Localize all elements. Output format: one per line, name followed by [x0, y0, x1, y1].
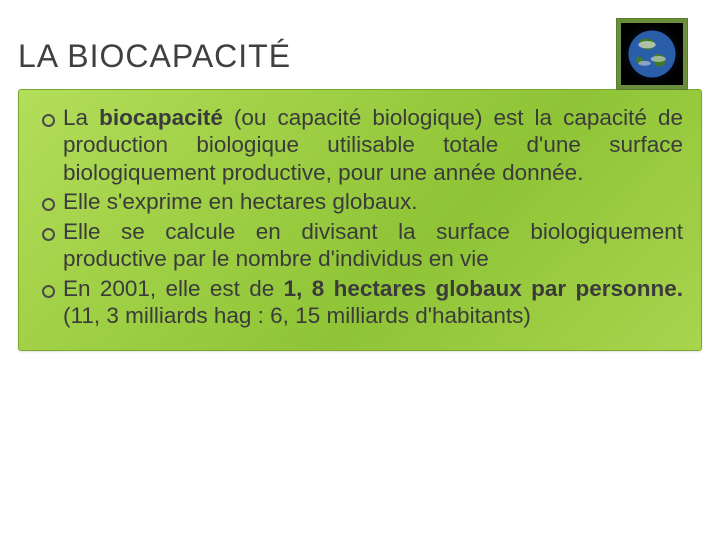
bullet-item: En 2001, elle est de 1, 8 hectares globa… [37, 275, 683, 330]
bullet-list: La biocapacité (ou capacité biologique) … [37, 104, 683, 330]
bullet-item: La biocapacité (ou capacité biologique) … [37, 104, 683, 186]
bullet-text-segment: Elle se calcule en divisant la surface b… [63, 219, 683, 271]
bullet-text-segment: biocapacité [99, 105, 223, 130]
bullet-text-segment: Elle s'exprime en hectares globaux. [63, 189, 418, 214]
earth-icon [616, 18, 688, 90]
bullet-text-segment: La [63, 105, 99, 130]
bullet-text-segment: En 2001, elle est de [63, 276, 284, 301]
bullet-text-segment: 1, 8 hectares globaux par personne. [284, 276, 683, 301]
content-box: La biocapacité (ou capacité biologique) … [18, 89, 702, 351]
bullet-item: Elle se calcule en divisant la surface b… [37, 218, 683, 273]
slide-title: LA BIOCAPACITÉ [18, 38, 702, 75]
bullet-item: Elle s'exprime en hectares globaux. [37, 188, 683, 215]
bullet-text-segment: (11, 3 milliards hag : 6, 15 milliards d… [63, 303, 531, 328]
